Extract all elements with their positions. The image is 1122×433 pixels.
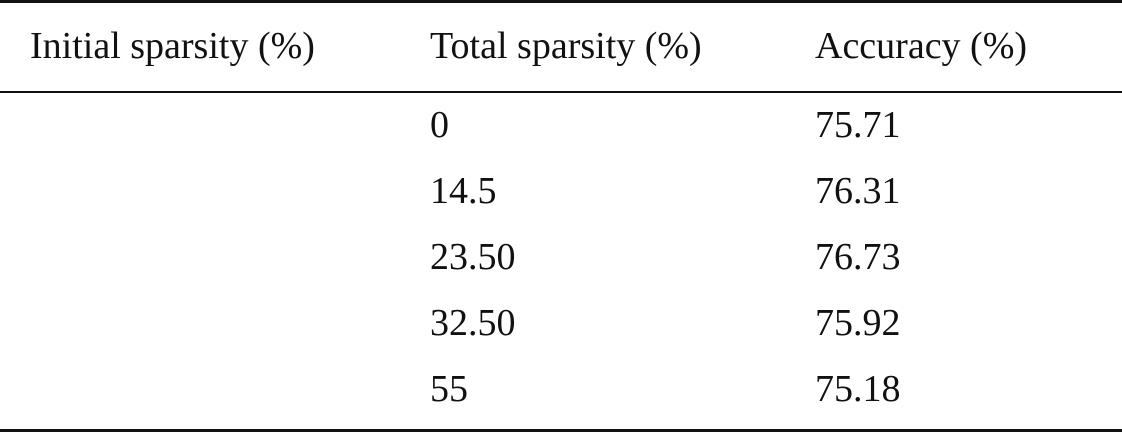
table-cell: 75.71 — [815, 104, 901, 146]
table-cell: 32.50 — [430, 302, 516, 344]
table-cell: 76.73 — [815, 236, 901, 278]
header-cell: Initial sparsity (%) — [30, 25, 315, 67]
header-rule — [0, 91, 1122, 93]
table-cell: 55 — [430, 368, 468, 410]
bottom-rule — [0, 429, 1122, 432]
table-cell: 75.92 — [815, 302, 901, 344]
table-cell: 0 — [430, 104, 449, 146]
header-cell: Total sparsity (%) — [430, 25, 702, 67]
top-rule — [0, 0, 1122, 3]
header-cell: Accuracy (%) — [815, 25, 1028, 67]
table-cell: 23.50 — [430, 236, 516, 278]
table-cell: 14.5 — [430, 170, 497, 212]
table-cell: 76.31 — [815, 170, 901, 212]
table-cell: 75.18 — [815, 368, 901, 410]
